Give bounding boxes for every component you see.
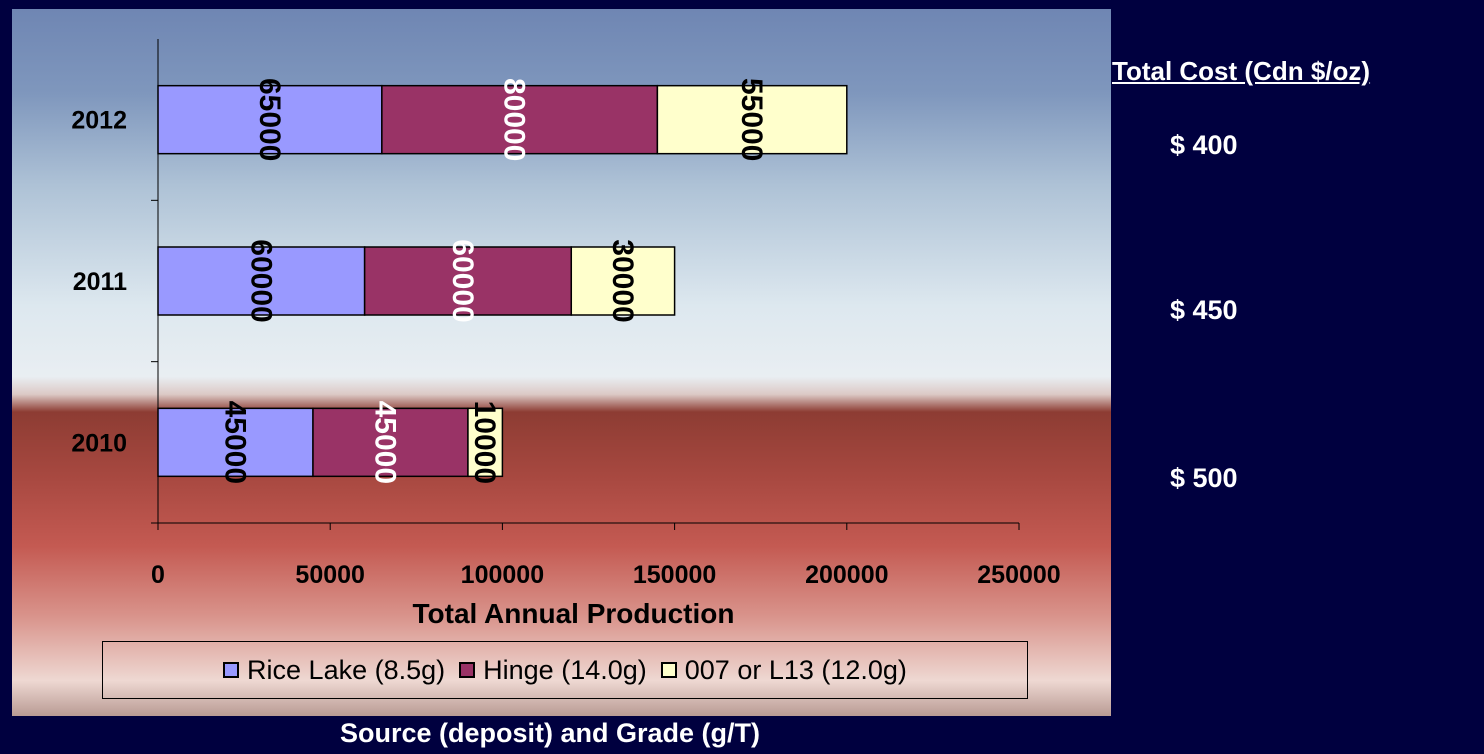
category-label-2010: 2010: [71, 429, 127, 457]
total-cost-title: Total Cost (Cdn $/oz): [1112, 56, 1371, 86]
data-label-2012-series-2: 55000: [735, 78, 768, 161]
cost-2010: $ 500: [1170, 463, 1238, 493]
category-label-2012: 2012: [71, 107, 127, 135]
bar-segment-2011-series-1: [363, 246, 573, 316]
x-tick-label: 200000: [805, 561, 888, 589]
x-tick-label: 250000: [977, 561, 1060, 589]
cost-2011: $ 450: [1170, 295, 1238, 325]
data-label-2012-series-0: 65000: [253, 78, 286, 161]
data-label-2010-series-0: 45000: [218, 401, 251, 484]
bar-segment-2012-series-2: [656, 84, 848, 155]
x-tick-label: 100000: [461, 561, 544, 589]
bar-segment-2011-series-0: [157, 246, 366, 316]
category-label-2011: 2011: [73, 268, 127, 296]
chart-plot-area: 0 50000 100000 150000 200000 250000 Total Annu…: [12, 9, 1111, 716]
data-label-2011-series-2: 30000: [606, 239, 639, 322]
bar-segment-2010-series-2: [467, 407, 504, 478]
data-label-2012-series-1: 80000: [498, 78, 531, 161]
x-tick-label: 150000: [633, 561, 716, 589]
chart-legend: Rice Lake (8.5g) Hinge (14.0g) 007 or L1…: [102, 641, 1028, 699]
x-axis-title: Total Annual Production: [413, 598, 735, 629]
bar-segment-2012-series-0: [157, 84, 383, 155]
legend-swatch-hinge: [459, 662, 476, 678]
legend-item-rice-lake: Rice Lake (8.5g): [223, 655, 445, 686]
data-label-2010-series-2: 10000: [468, 401, 501, 484]
bar-segment-2010-series-1: [312, 407, 469, 478]
legend-swatch-007-l13: [660, 662, 677, 678]
x-tick-label: 50000: [295, 561, 365, 589]
legend-swatch-rice-lake: [223, 662, 240, 678]
cost-2012: $ 400: [1170, 130, 1238, 160]
legend-item-hinge: Hinge (14.0g): [459, 655, 647, 686]
bar-segment-2011-series-2: [570, 246, 676, 316]
source-grade-caption: Source (deposit) and Grade (g/T): [339, 718, 761, 748]
legend-label-rice-lake: Rice Lake (8.5g): [247, 654, 446, 685]
legend-label-hinge: Hinge (14.0g): [483, 654, 647, 685]
data-label-2011-series-0: 60000: [244, 239, 277, 322]
x-tick-label: 0: [151, 561, 165, 589]
data-label-2010-series-1: 45000: [368, 401, 401, 484]
legend-label-007-l13: 007 or L13 (12.0g): [684, 654, 907, 685]
bar-chart: 0 50000 100000 150000 200000 250000 Total Annu…: [71, 39, 1061, 629]
legend-item-007-l13: 007 or L13 (12.0g): [660, 654, 907, 686]
data-label-2011-series-1: 60000: [446, 239, 479, 322]
